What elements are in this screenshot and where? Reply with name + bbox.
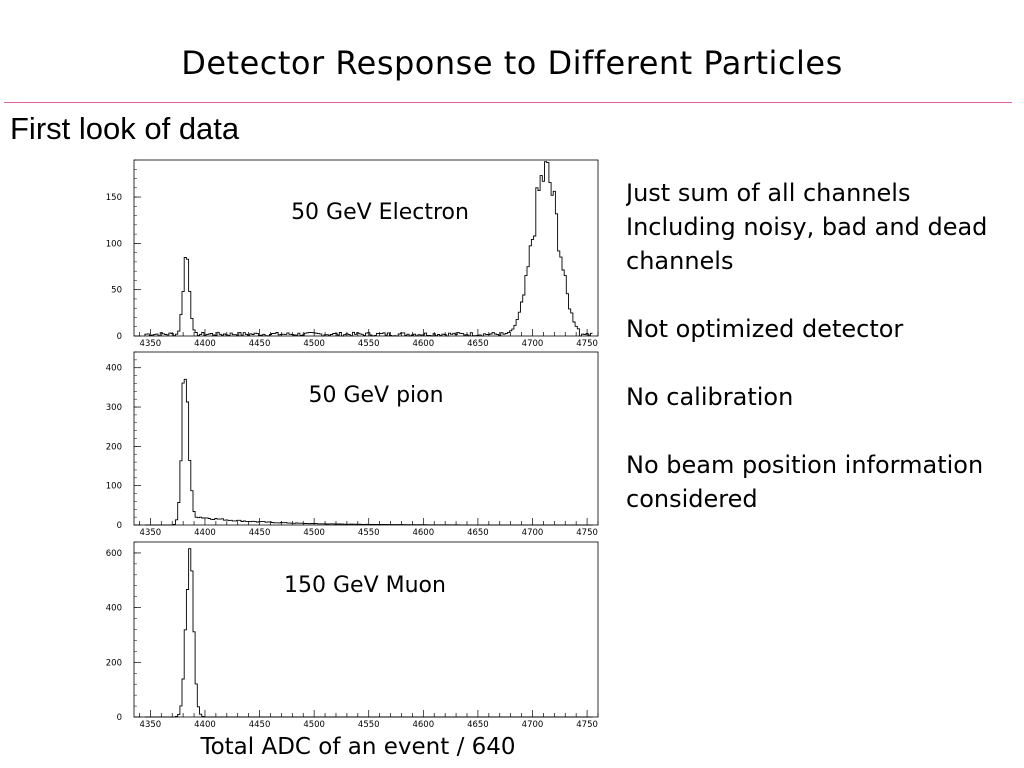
panel-label: 50 GeV pion [308,383,443,408]
plot-frame [133,541,599,718]
note-line: Not optimized detector [626,315,904,343]
x-tick-label: 4650 [467,339,489,349]
x-tick-label: 4700 [522,339,544,349]
x-tick-label: 4550 [358,528,380,538]
x-tick-label: 4600 [412,720,434,730]
y-tick-label: 0 [117,332,122,342]
x-tick-label: 4700 [522,528,544,538]
x-tick-label: 4450 [249,528,271,538]
slide-subtitle: First look of data [10,111,240,146]
note-spacer [626,278,1024,312]
y-tick-label: 50 [111,286,122,296]
y-tick-label: 400 [106,364,122,374]
x-tick-label: 4350 [140,528,162,538]
note-line: Just sum of all channels [626,179,911,207]
x-tick-label: 4700 [522,720,544,730]
y-tick-label: 100 [106,239,122,249]
histogram-series [144,378,593,526]
x-tick-label: 4400 [194,339,216,349]
x-tick-label: 4650 [467,528,489,538]
x-tick-label: 4350 [140,720,162,730]
y-tick-label: 300 [106,403,122,413]
notes-list: Just sum of all channels Including noisy… [626,176,1024,516]
x-tick-label: 4400 [194,720,216,730]
histogram-series [144,548,593,718]
y-tick-label: 200 [106,442,122,452]
x-tick-label: 4600 [412,528,434,538]
x-tick-label: 4450 [249,339,271,349]
x-tick-label: 4550 [358,720,380,730]
x-tick-label: 4500 [303,528,325,538]
note-spacer [626,414,1024,448]
x-tick-label: 4650 [467,720,489,730]
title-divider [4,102,1012,103]
y-tick-label: 0 [117,521,122,531]
x-axis-title: Total ADC of an event / 640 [200,734,516,760]
x-tick-label: 4450 [249,720,271,730]
slide-title: Detector Response to Different Particles [181,44,843,82]
histogram-series [144,161,593,337]
note-line: No beam position information [626,451,984,479]
x-tick-label: 4750 [576,528,598,538]
y-tick-label: 600 [106,549,122,559]
y-tick-label: 200 [106,658,122,668]
x-tick-label: 4750 [576,339,598,349]
x-tick-label: 4500 [303,339,325,349]
note-line: No calibration [626,383,794,411]
y-tick-label: 400 [106,604,122,614]
panel-label: 50 GeV Electron [291,200,469,225]
y-tick-label: 150 [106,193,122,203]
note-line: Including noisy, bad and dead [626,213,988,241]
x-tick-label: 4350 [140,339,162,349]
note-line: considered [626,485,758,513]
note-line: channels [626,247,734,275]
note-spacer [626,346,1024,380]
plot-frame [133,159,599,337]
y-tick-label: 0 [117,713,122,723]
plot-frame [133,351,599,526]
x-tick-label: 4600 [412,339,434,349]
panel-label: 150 GeV Muon [284,573,446,598]
x-tick-label: 4400 [194,528,216,538]
x-tick-label: 4550 [358,339,380,349]
x-tick-label: 4500 [303,720,325,730]
y-tick-label: 100 [106,482,122,492]
x-tick-label: 4750 [576,720,598,730]
